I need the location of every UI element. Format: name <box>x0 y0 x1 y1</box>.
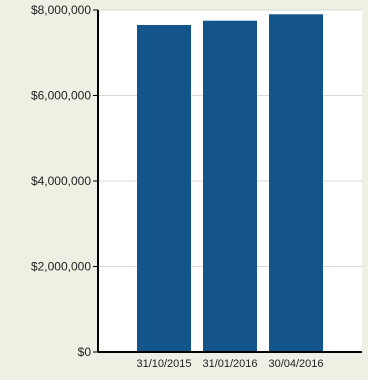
bar <box>137 24 191 353</box>
y-tick-label: $4,000,000 <box>31 174 91 188</box>
bar <box>269 14 323 353</box>
x-tick-label: 30/04/2016 <box>268 358 323 370</box>
x-tick-label: 31/01/2016 <box>202 358 257 370</box>
y-tick-label: $2,000,000 <box>31 260 91 274</box>
y-tick-labels: $0 $2,000,000 $4,000,000 $6,000,000 $8,000,0… <box>31 3 98 359</box>
y-tick-label: $6,000,000 <box>31 89 91 103</box>
bar <box>203 20 257 352</box>
x-tick-labels: 31/10/2015 31/01/2016 30/04/2016 <box>136 358 323 370</box>
y-tick-label: $8,000,000 <box>31 3 91 17</box>
y-tick-label: $0 <box>78 345 92 359</box>
x-tick-label: 31/10/2015 <box>136 358 191 370</box>
bars <box>137 14 323 353</box>
